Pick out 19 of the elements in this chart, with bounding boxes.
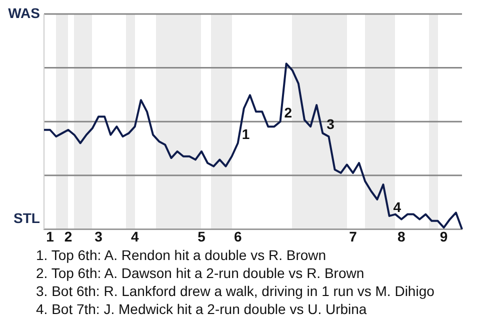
x-tick-label: 3 (94, 228, 103, 244)
x-tick-label: 7 (349, 228, 358, 244)
text: 4. Bot 7th: J. Medwick hit a 2-run double vs U. Urbina (36, 300, 368, 318)
x-tick-label: 8 (398, 228, 406, 244)
text: 3. Bot 6th: R. Lankford drew a walk, driving in 1 run vs M. Dihigo (36, 282, 436, 300)
annotation: 2 (284, 104, 292, 120)
text: STL (14, 210, 40, 226)
text: 2. Top 6th: A. Dawson hit a 2-run double vs R. Brown (36, 264, 366, 282)
annotation: 3 (326, 116, 335, 132)
annotation: 4 (393, 198, 402, 215)
text: WAS (8, 4, 40, 21)
x-tick-label: 5 (198, 228, 206, 244)
annotation: 1 (242, 126, 250, 142)
x-tick-label: 6 (234, 228, 242, 244)
x-tick-label: 4 (130, 228, 139, 244)
text: 1. Top 6th: A. Rendon hit a double vs R. Brown (36, 246, 328, 264)
x-tick-label: 2 (64, 228, 72, 244)
x-tick-label: 9 (440, 228, 448, 244)
x-tick-label: 1 (46, 228, 54, 244)
